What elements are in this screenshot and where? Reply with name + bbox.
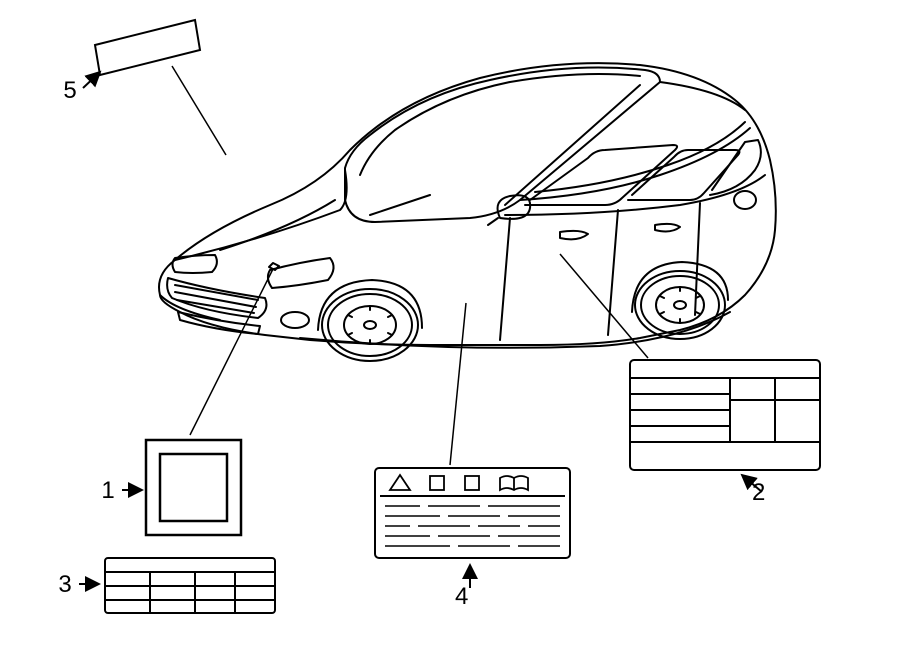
callout-5: 5	[63, 77, 76, 104]
label-5	[95, 20, 200, 75]
callout-4: 4	[455, 583, 468, 610]
label-2	[630, 360, 820, 470]
callout-1: 1	[101, 477, 114, 504]
parts-diagram: 1 2 3 4 5	[0, 0, 900, 661]
label-1	[146, 440, 241, 535]
car-illustration	[159, 63, 776, 361]
leader-lines	[172, 66, 648, 465]
label-3	[105, 558, 275, 613]
callout-2: 2	[752, 479, 765, 506]
callout-3: 3	[58, 571, 71, 598]
label-4	[375, 468, 570, 558]
